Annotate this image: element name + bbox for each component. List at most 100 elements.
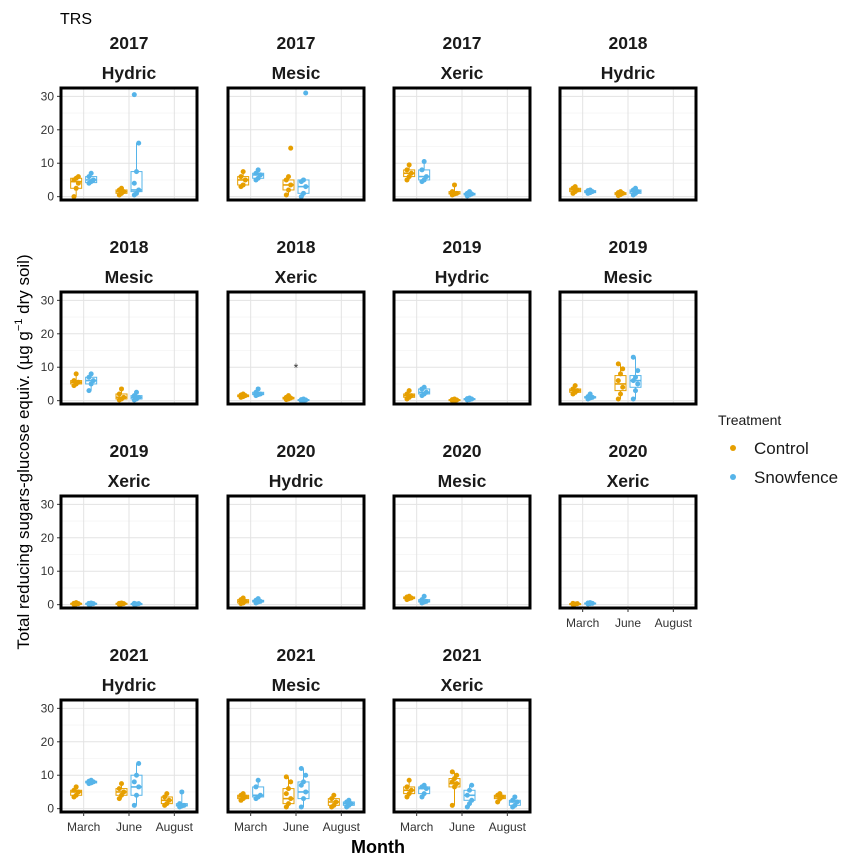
data-point	[283, 774, 289, 780]
facet-site-label: Xeric	[108, 471, 151, 491]
data-point	[423, 598, 429, 604]
data-point	[467, 395, 472, 401]
data-point	[587, 600, 593, 606]
data-point	[618, 371, 623, 377]
legend-key-snowfence	[730, 474, 736, 480]
facet-year-label: 2020	[609, 441, 648, 461]
facet-site-label: Xeric	[275, 267, 318, 287]
data-point	[449, 189, 455, 195]
facet-year-label: 2021	[443, 645, 482, 665]
facet-site-label: Xeric	[607, 471, 650, 491]
panel-border	[226, 86, 366, 202]
box-march-snowfence	[252, 596, 265, 606]
data-point	[301, 396, 306, 402]
data-point	[116, 786, 122, 792]
box-march-snowfence	[85, 170, 98, 186]
box-june-snowfence	[297, 766, 310, 810]
y-tick-label: 10	[41, 768, 55, 782]
facet-site-label: Hydric	[269, 471, 324, 491]
facet-site-label: Hydric	[102, 675, 157, 695]
box-june-control	[448, 396, 461, 404]
data-point	[181, 802, 187, 808]
data-point	[134, 169, 139, 175]
box-march-control	[70, 600, 83, 607]
y-tick-label: 30	[41, 89, 55, 103]
data-point	[587, 391, 593, 397]
data-point	[283, 192, 289, 198]
facet-year-label: 2017	[277, 33, 316, 53]
data-point	[255, 596, 261, 602]
data-point	[419, 167, 425, 173]
data-point	[404, 784, 410, 790]
panel-2018-mesic: 2018 Mesic 0 10 20 30	[41, 237, 199, 408]
y-tick-label: 20	[41, 123, 55, 137]
panel-border	[558, 86, 698, 202]
y-tick-label: 20	[41, 531, 55, 545]
data-point	[240, 182, 246, 188]
data-point	[88, 170, 94, 176]
facet-site-label: Mesic	[604, 267, 653, 287]
y-axis-title: Total reducing sugars-glucose equiv. (µg…	[13, 254, 33, 649]
legend: Treatment Control Snowfence	[718, 412, 838, 487]
data-point	[255, 777, 261, 783]
panel-2019-mesic: 2019 Mesic	[558, 237, 698, 406]
data-point	[242, 177, 248, 183]
box-june-snowfence	[130, 389, 143, 403]
data-point	[119, 185, 124, 191]
data-point	[177, 801, 183, 807]
data-point	[240, 791, 246, 797]
panel-2019-hydric: 2019 Hydric	[392, 237, 532, 406]
data-point	[255, 167, 261, 173]
facet-site-label: Hydric	[102, 63, 157, 83]
data-point	[615, 396, 621, 402]
panel-border	[392, 290, 532, 406]
data-point	[406, 162, 412, 168]
box-march-control	[70, 371, 83, 389]
data-point	[303, 772, 309, 778]
box-june-control	[614, 189, 627, 199]
data-point	[86, 388, 92, 394]
data-point	[119, 781, 124, 787]
box-august-snowfence	[175, 789, 188, 810]
data-point	[620, 366, 626, 372]
facet-year-label: 2018	[110, 237, 149, 257]
data-point	[240, 595, 246, 601]
data-point	[90, 177, 96, 183]
box-june-snowfence	[463, 782, 476, 810]
panel-border	[59, 86, 199, 202]
data-point	[119, 600, 124, 606]
box-june-control	[282, 774, 295, 810]
box-march-snowfence	[584, 187, 597, 196]
panel-2020-hydric: 2020 Hydric	[226, 441, 366, 610]
panel-2020-xeric: 2020 Xeric March June August	[558, 441, 698, 630]
legend-key-control	[730, 445, 736, 451]
panel-border	[392, 86, 532, 202]
data-point	[303, 789, 309, 795]
data-point	[88, 600, 94, 606]
box-march-control	[237, 169, 250, 190]
box-june-control	[448, 769, 461, 808]
box-march-control	[403, 388, 416, 402]
data-point	[620, 384, 626, 390]
data-point	[298, 804, 304, 810]
data-point	[421, 791, 427, 797]
data-point	[570, 600, 576, 606]
data-point	[331, 792, 337, 798]
y-tick-label: 0	[47, 598, 54, 612]
data-point	[136, 394, 142, 400]
panel-2018-hydric: 2018 Hydric	[558, 33, 698, 202]
x-tick-label: March	[234, 820, 267, 834]
box-march-snowfence	[418, 159, 431, 185]
y-tick-label: 30	[41, 701, 55, 715]
facet-year-label: 2019	[443, 237, 482, 257]
box-march-control	[70, 784, 83, 800]
data-point	[136, 601, 142, 607]
data-point	[301, 190, 306, 196]
x-tick-label: August	[489, 820, 527, 834]
data-point	[73, 371, 79, 377]
data-point	[257, 172, 263, 178]
data-point	[136, 140, 142, 146]
facet-year-label: 2020	[443, 441, 482, 461]
data-point	[467, 787, 472, 793]
panel-2021-xeric: 2021 Xeric March June August	[392, 645, 532, 834]
